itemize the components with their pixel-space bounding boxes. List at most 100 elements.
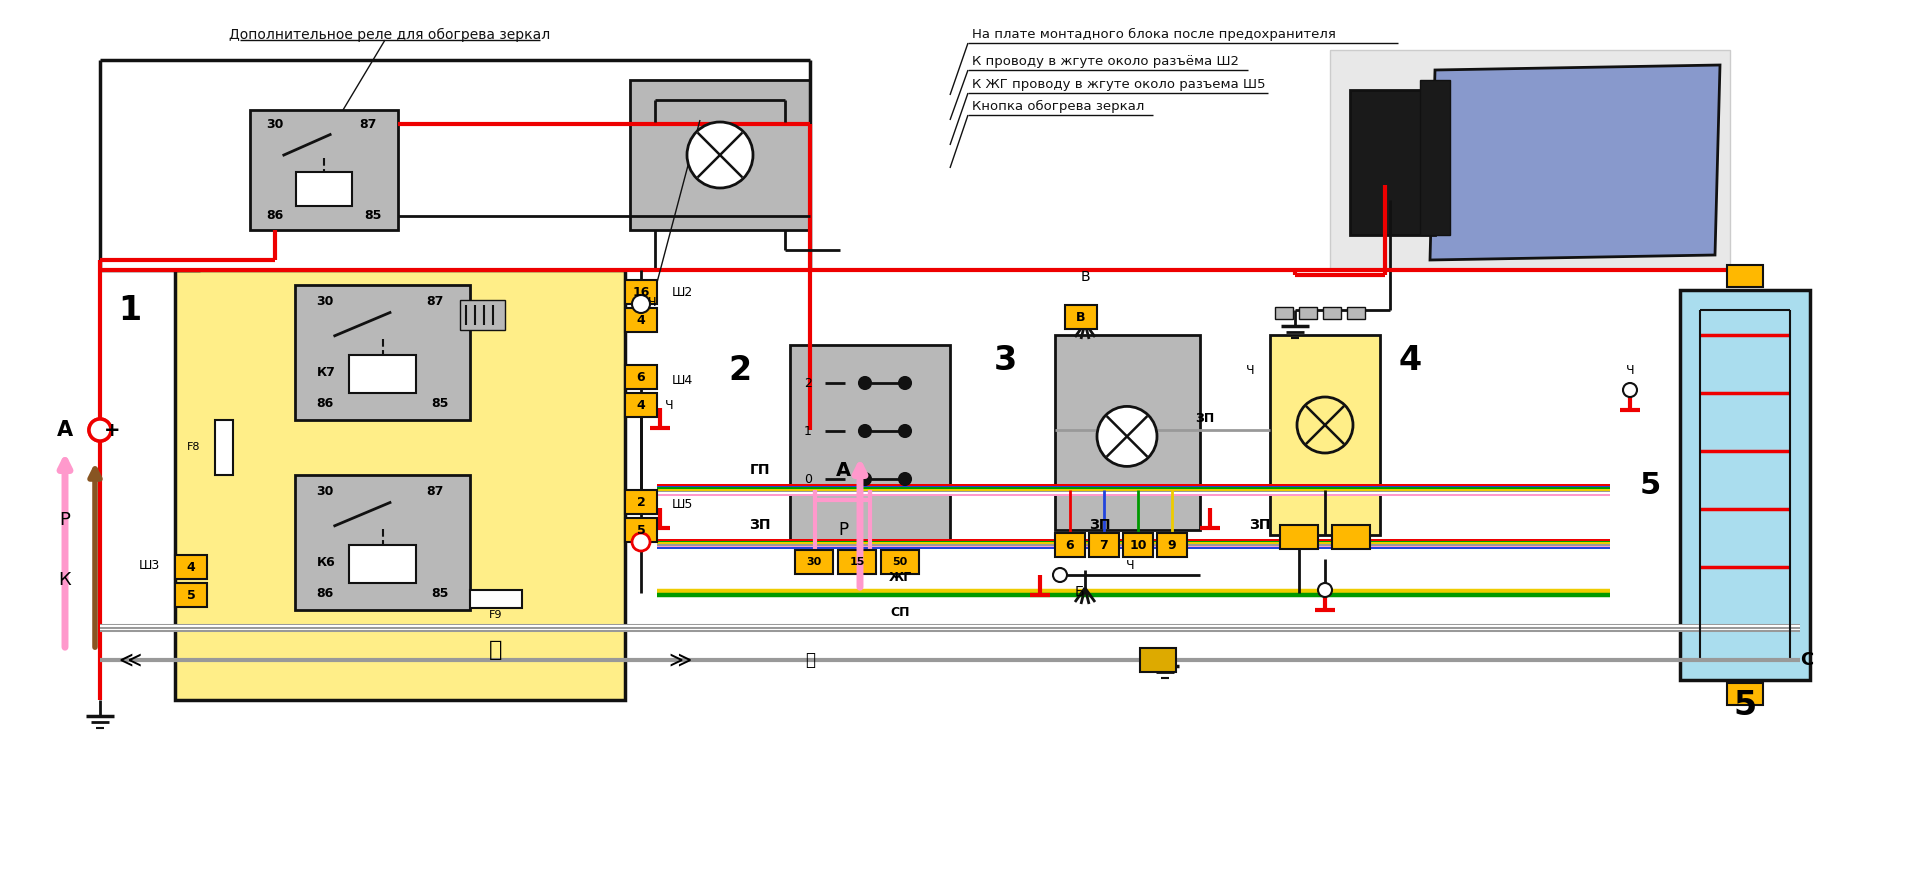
Text: 86: 86 bbox=[317, 587, 334, 600]
Bar bbox=[175, 270, 626, 700]
Bar bbox=[1350, 90, 1434, 235]
Circle shape bbox=[899, 425, 910, 437]
Bar bbox=[215, 420, 232, 475]
Polygon shape bbox=[1430, 65, 1720, 260]
Text: К: К bbox=[60, 571, 71, 589]
Bar bbox=[881, 550, 920, 574]
Circle shape bbox=[858, 473, 872, 485]
Text: ЗП: ЗП bbox=[749, 518, 770, 532]
Text: К6: К6 bbox=[317, 556, 336, 569]
Bar bbox=[626, 518, 657, 542]
Bar bbox=[1054, 533, 1085, 557]
Text: ГП: ГП bbox=[749, 463, 770, 477]
Text: Ш5: Ш5 bbox=[672, 497, 693, 510]
Bar bbox=[626, 490, 657, 514]
Text: 6: 6 bbox=[637, 370, 645, 384]
Text: 3: 3 bbox=[993, 343, 1016, 377]
Bar bbox=[789, 345, 950, 545]
Text: 87: 87 bbox=[426, 295, 444, 308]
Circle shape bbox=[1298, 397, 1354, 453]
Text: 7: 7 bbox=[1100, 539, 1108, 552]
Circle shape bbox=[88, 419, 111, 441]
Circle shape bbox=[858, 377, 872, 389]
Text: 85: 85 bbox=[432, 397, 449, 410]
Bar bbox=[1331, 50, 1730, 270]
Text: 🔑: 🔑 bbox=[490, 640, 503, 660]
Text: 4: 4 bbox=[186, 561, 196, 574]
Text: На плате монтадного блока после предохранителя: На плате монтадного блока после предохра… bbox=[972, 28, 1336, 41]
Text: F9: F9 bbox=[490, 610, 503, 620]
Text: 5: 5 bbox=[637, 524, 645, 537]
Bar bbox=[1421, 80, 1450, 235]
Text: В: В bbox=[1077, 311, 1085, 324]
Text: ЗП: ЗП bbox=[1089, 518, 1112, 532]
Circle shape bbox=[899, 377, 910, 389]
Text: Ч: Ч bbox=[1246, 363, 1254, 377]
Text: 4: 4 bbox=[637, 399, 645, 412]
Text: 🔌: 🔌 bbox=[804, 651, 814, 669]
Text: А: А bbox=[835, 460, 851, 480]
Text: 2: 2 bbox=[728, 354, 751, 386]
Bar bbox=[349, 546, 417, 583]
Text: 30: 30 bbox=[317, 295, 334, 308]
Text: А: А bbox=[58, 420, 73, 440]
Text: 0: 0 bbox=[804, 473, 812, 486]
Text: 15: 15 bbox=[849, 557, 864, 567]
Text: К проводу в жгуте около разъёма Ш2: К проводу в жгуте около разъёма Ш2 bbox=[972, 55, 1238, 68]
Circle shape bbox=[1622, 383, 1638, 397]
Bar bbox=[470, 590, 522, 608]
Text: Ш3: Ш3 bbox=[138, 559, 159, 571]
Bar bbox=[1066, 305, 1096, 329]
Text: 50: 50 bbox=[893, 557, 908, 567]
Text: 4: 4 bbox=[637, 313, 645, 326]
Text: 16: 16 bbox=[632, 285, 649, 298]
Text: 2: 2 bbox=[637, 495, 645, 509]
Text: Ч: Ч bbox=[649, 296, 657, 309]
Circle shape bbox=[687, 122, 753, 188]
Bar bbox=[296, 285, 470, 420]
Bar bbox=[837, 550, 876, 574]
Bar bbox=[1089, 533, 1119, 557]
Text: 86: 86 bbox=[317, 397, 334, 410]
Text: К ЖГ проводу в жгуте около разъема Ш5: К ЖГ проводу в жгуте около разъема Ш5 bbox=[972, 78, 1265, 91]
Bar bbox=[626, 280, 657, 304]
Bar bbox=[461, 300, 505, 330]
Bar bbox=[1123, 533, 1154, 557]
Circle shape bbox=[88, 419, 111, 441]
Bar bbox=[296, 475, 470, 610]
Bar bbox=[296, 172, 351, 206]
Text: 1: 1 bbox=[119, 294, 142, 326]
Text: 87: 87 bbox=[359, 118, 376, 131]
Circle shape bbox=[1052, 568, 1068, 582]
Bar bbox=[349, 356, 417, 393]
Bar bbox=[1054, 335, 1200, 530]
Bar bbox=[1140, 648, 1175, 672]
Text: ЗП: ЗП bbox=[1250, 518, 1271, 532]
Text: 30: 30 bbox=[317, 485, 334, 498]
Bar bbox=[626, 365, 657, 389]
Text: 30: 30 bbox=[267, 118, 284, 131]
Text: Ш4: Ш4 bbox=[672, 373, 693, 386]
Bar bbox=[795, 550, 833, 574]
Text: Р: Р bbox=[837, 521, 849, 539]
Text: Б: Б bbox=[1075, 585, 1085, 599]
Bar bbox=[1680, 290, 1811, 680]
Text: 10: 10 bbox=[1129, 539, 1146, 552]
Bar bbox=[1348, 307, 1365, 319]
Text: 5: 5 bbox=[186, 589, 196, 602]
Text: 87: 87 bbox=[426, 485, 444, 498]
Text: ЖГ: ЖГ bbox=[889, 570, 912, 583]
Text: F8: F8 bbox=[186, 442, 200, 452]
Text: 85: 85 bbox=[432, 587, 449, 600]
Text: 6: 6 bbox=[1066, 539, 1075, 552]
Bar bbox=[1726, 265, 1763, 287]
Bar bbox=[1281, 525, 1317, 549]
Text: С: С bbox=[1801, 651, 1812, 669]
Text: Дополнительное реле для обогрева зеркал: Дополнительное реле для обогрева зеркал bbox=[228, 28, 551, 42]
Circle shape bbox=[632, 533, 651, 551]
Bar bbox=[1323, 307, 1340, 319]
Text: Кнопка обогрева зеркал: Кнопка обогрева зеркал bbox=[972, 100, 1144, 113]
Bar bbox=[1726, 683, 1763, 705]
Text: +: + bbox=[104, 421, 121, 439]
Text: 4: 4 bbox=[1398, 343, 1421, 377]
